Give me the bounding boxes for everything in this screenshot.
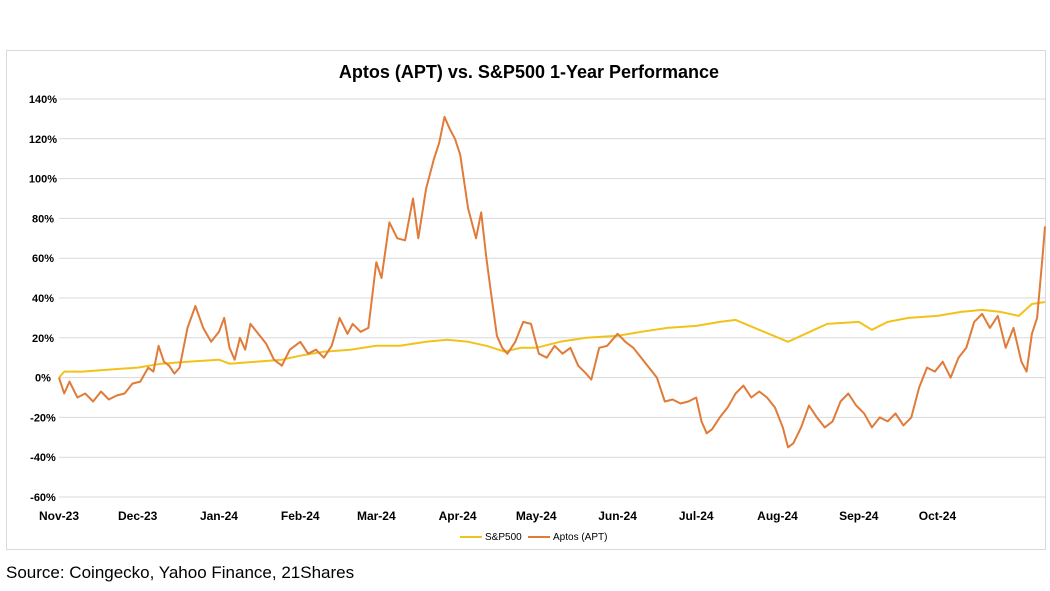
y-tick-label: 80%	[32, 213, 54, 225]
series-lines	[58, 115, 1046, 449]
legend-item: Aptos (APT)	[528, 532, 607, 543]
x-tick-label: Aug-24	[757, 509, 798, 523]
y-tick-label: 0%	[35, 373, 51, 385]
x-tick-label: Apr-24	[439, 509, 477, 523]
x-tick-label: Jun-24	[598, 509, 637, 523]
x-tick-label: Mar-24	[357, 509, 396, 523]
legend-item: S&P500	[460, 532, 522, 543]
y-tick-label: 120%	[29, 134, 57, 146]
y-tick-label: 100%	[29, 174, 57, 186]
x-tick-label: Nov-23	[39, 509, 79, 523]
x-tick-label: Oct-24	[919, 509, 957, 523]
y-tick-label: -20%	[30, 412, 56, 424]
x-tick-label: Sep-24	[839, 509, 879, 523]
series-line-sp500	[58, 301, 1046, 379]
line-chart: Aptos (APT) vs. S&P500 1-Year Performanc…	[29, 62, 1046, 543]
x-tick-label: Jul-24	[679, 509, 714, 523]
x-tick-label: May-24	[516, 509, 557, 523]
chart-title: Aptos (APT) vs. S&P500 1-Year Performanc…	[339, 62, 719, 82]
legend-label: Aptos (APT)	[553, 532, 607, 543]
y-tick-label: -40%	[30, 452, 56, 464]
x-tick-label: Dec-23	[118, 509, 158, 523]
legend: S&P500 Aptos (APT)	[460, 532, 607, 543]
source-note: Source: Coingecko, Yahoo Finance, 21Shar…	[6, 563, 355, 582]
y-tick-label: 140%	[29, 94, 57, 106]
chart-frame: Aptos (APT) vs. S&P500 1-Year Performanc…	[6, 50, 1046, 550]
x-axis-labels: Nov-23 Dec-23 Jan-24 Feb-24 Mar-24 Apr-24 May-…	[39, 509, 956, 523]
series-line-aptos	[58, 115, 1046, 449]
y-tick-label: 20%	[32, 333, 54, 345]
y-tick-label: 60%	[32, 253, 54, 265]
grid-lines	[59, 98, 1045, 498]
y-tick-label: 40%	[32, 293, 54, 305]
x-tick-label: Jan-24	[200, 509, 238, 523]
y-axis-labels: 140% 120% 100% 80% 60% 40% 20% 0% -20% -40% -60%	[29, 94, 57, 504]
legend-label: S&P500	[485, 532, 522, 543]
x-tick-label: Feb-24	[281, 509, 320, 523]
y-tick-label: -60%	[30, 492, 56, 504]
